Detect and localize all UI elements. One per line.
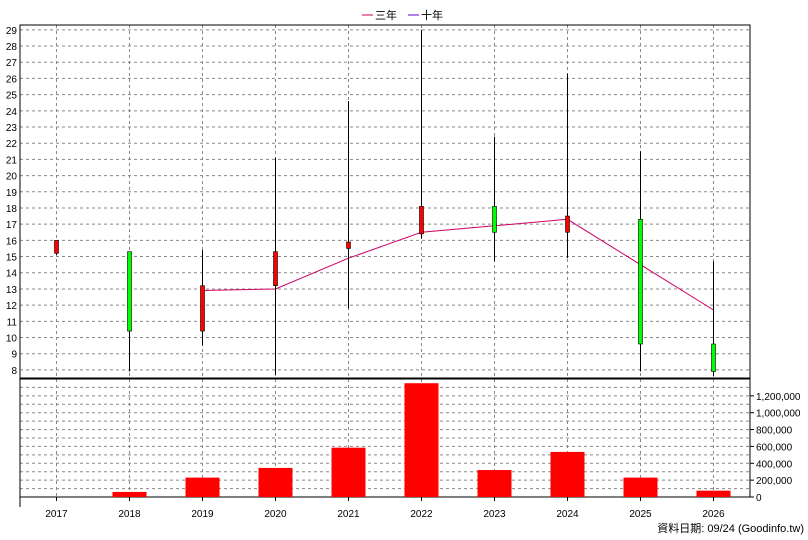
volume-panel-frame: [19, 378, 751, 498]
price-tick-label: 29: [6, 26, 18, 37]
volume-bar: [112, 491, 147, 497]
x-tick-label: 2020: [264, 509, 287, 520]
price-tick-label: 16: [6, 236, 18, 247]
x-tick-label: 2025: [629, 509, 652, 520]
price-tick-label: 9: [11, 350, 17, 361]
x-tick-label: 2018: [118, 509, 141, 520]
legend-label-ma10: 十年: [421, 8, 443, 22]
legend-label-ma3: 三年: [375, 8, 397, 22]
volume-bar: [185, 477, 220, 497]
volume-tick-label: 200,000: [756, 476, 793, 487]
volume-tick-label: 0: [756, 493, 762, 504]
price-tick-label: 21: [6, 155, 18, 166]
price-tick-label: 12: [6, 301, 18, 312]
price-tick-label: 20: [6, 172, 18, 183]
price-tick-label: 15: [6, 253, 18, 264]
volume-bar: [331, 447, 366, 497]
price-panel-frame: [19, 24, 751, 379]
price-tick-label: 11: [7, 317, 18, 328]
volume-bar: [623, 477, 658, 497]
volume-panel: 0 200,000 400,000 600,000 800,000 1,000,000 1,…: [19, 378, 801, 504]
x-tick-label: 2021: [337, 509, 360, 520]
price-panel: 8 9 10 11 12 13 14 15 16 17 18 19 20 21 22 23 24 25 26 27 28…: [6, 24, 751, 497]
candle-body: [54, 240, 59, 254]
candle-body: [127, 251, 132, 332]
volume-bar: [550, 451, 585, 497]
candle-body: [346, 241, 351, 249]
x-tick-label: 2022: [410, 509, 433, 520]
candle-body: [565, 215, 570, 233]
price-tick-label: 22: [6, 139, 18, 150]
candle-body: [638, 219, 643, 345]
volume-tick-label: 800,000: [756, 426, 793, 437]
volume-tick-label: 400,000: [756, 459, 793, 470]
price-tick-label: 10: [6, 334, 18, 345]
x-tick-label: 2019: [191, 509, 214, 520]
price-tick-label: 14: [6, 269, 18, 280]
x-tick-label: 2026: [702, 509, 725, 520]
ma3-line: [202, 218, 714, 311]
volume-bar: [404, 383, 439, 497]
price-tick-label: 28: [6, 42, 18, 53]
volume-bar: [477, 470, 512, 497]
price-tick-label: 19: [6, 188, 18, 199]
volume-bar: [696, 490, 731, 497]
price-tick-label: 26: [6, 74, 18, 85]
candle-body: [200, 285, 205, 332]
price-tick-label: 23: [6, 123, 18, 134]
x-tick-label: 2024: [556, 509, 579, 520]
x-tick-label: 2017: [45, 509, 68, 520]
volume-tick-label: 600,000: [756, 442, 793, 453]
price-tick-label: 27: [6, 58, 18, 69]
candle-body: [419, 206, 424, 235]
x-axis: 2017 2018 2019 2020 2021 2022 2023 2024 2025 2026: [19, 497, 725, 520]
legend: 三年 十年: [362, 8, 443, 22]
candle-body: [273, 251, 278, 287]
price-tick-label: 25: [6, 91, 18, 102]
footer-date-source: 資料日期: 09/24 (Goodinfo.tw): [657, 521, 804, 535]
x-tick-label: 2023: [483, 509, 506, 520]
candle-body: [492, 206, 497, 233]
price-tick-label: 18: [6, 204, 18, 215]
price-tick-label: 13: [6, 285, 18, 296]
price-tick-label: 17: [6, 220, 18, 231]
price-tick-label: 24: [6, 107, 18, 118]
volume-tick-label: 1,200,000: [756, 392, 801, 403]
volume-bar: [258, 467, 293, 497]
candle-body: [711, 343, 716, 372]
volume-tick-label: 1,000,000: [756, 409, 801, 420]
price-tick-label: 8: [11, 366, 17, 377]
